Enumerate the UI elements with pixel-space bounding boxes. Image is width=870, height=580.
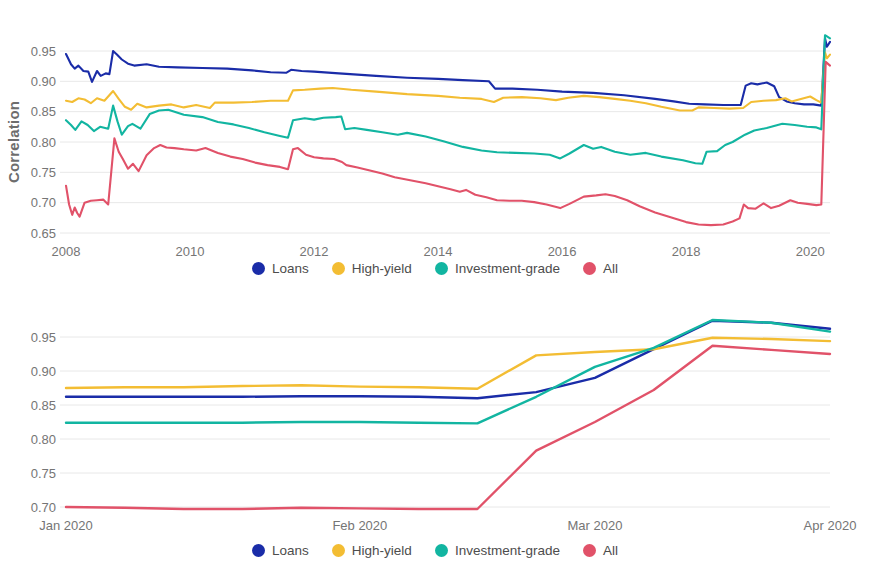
legend-label: All: [603, 543, 618, 558]
investment-grade-line: [66, 320, 830, 423]
y-tick-label: 0.90: [31, 74, 56, 89]
legend-item-loans[interactable]: Loans: [252, 543, 309, 558]
all-line: [66, 346, 830, 509]
x-tick-label: 2008: [52, 244, 81, 259]
y-tick-label: 0.85: [31, 104, 56, 119]
x-tick-label: 2014: [424, 244, 453, 259]
y-tick-label: 0.80: [31, 432, 56, 447]
y-tick-label: 0.95: [31, 330, 56, 345]
loans-line: [66, 38, 830, 105]
all-series-dot-icon: [583, 544, 596, 557]
x-tick-label: Jan 2020: [39, 518, 93, 533]
bottom-chart: 0.70 0.75 0.80 0.85 0.90 0.95 Jan 2020 Feb 2020…: [31, 320, 857, 533]
charts-canvas: 0.65 0.70 0.75 0.80 0.85 0.90 0.95 2008 2010 2012…: [0, 0, 870, 580]
high-yield-series-dot-icon: [332, 544, 345, 557]
x-tick-label: 2012: [300, 244, 329, 259]
y-tick-label: 0.90: [31, 364, 56, 379]
legend-label: Investment-grade: [455, 261, 560, 276]
loans-series-dot-icon: [252, 544, 265, 557]
legend-label: All: [603, 261, 618, 276]
legend-label: High-yield: [352, 543, 412, 558]
investment-grade-series-dot-icon: [435, 262, 448, 275]
x-tick-label: 2018: [672, 244, 701, 259]
legend-item-investment-grade[interactable]: Investment-grade: [435, 261, 560, 276]
x-tick-label: Feb 2020: [332, 518, 387, 533]
investment-grade-line: [66, 35, 830, 164]
x-tick-label: 2020: [796, 244, 825, 259]
legend-item-loans[interactable]: Loans: [252, 261, 309, 276]
loans-series-dot-icon: [252, 262, 265, 275]
legend-label: Loans: [272, 261, 309, 276]
correlation-charts-page: 0.65 0.70 0.75 0.80 0.85 0.90 0.95 2008 2010 2012…: [0, 0, 870, 580]
top-chart-legend: Loans High-yield Investment-grade All: [0, 261, 870, 276]
legend-item-all[interactable]: All: [583, 261, 618, 276]
y-tick-label: 0.65: [31, 226, 56, 241]
y-tick-label: 0.85: [31, 398, 56, 413]
legend-label: Investment-grade: [455, 543, 560, 558]
x-tick-label: 2010: [176, 244, 205, 259]
y-tick-label: 0.70: [31, 500, 56, 515]
x-tick-label: Apr 2020: [804, 518, 857, 533]
y-tick-label: 0.95: [31, 44, 56, 59]
legend-label: High-yield: [352, 261, 412, 276]
legend-item-high-yield[interactable]: High-yield: [332, 261, 412, 276]
legend-label: Loans: [272, 543, 309, 558]
legend-item-investment-grade[interactable]: Investment-grade: [435, 543, 560, 558]
bottom-chart-legend: Loans High-yield Investment-grade All: [0, 543, 870, 558]
all-series-dot-icon: [583, 262, 596, 275]
y-tick-label: 0.70: [31, 195, 56, 210]
y-axis-title-correlation: Correlation: [5, 76, 25, 208]
x-tick-label: Mar 2020: [567, 518, 622, 533]
y-tick-label: 0.75: [31, 466, 56, 481]
legend-item-high-yield[interactable]: High-yield: [332, 543, 412, 558]
investment-grade-series-dot-icon: [435, 544, 448, 557]
y-tick-label: 0.75: [31, 165, 56, 180]
top-chart: 0.65 0.70 0.75 0.80 0.85 0.90 0.95 2008 2010 2012…: [31, 35, 830, 259]
legend-item-all[interactable]: All: [583, 543, 618, 558]
y-tick-label: 0.80: [31, 135, 56, 150]
x-tick-label: 2016: [548, 244, 577, 259]
high-yield-series-dot-icon: [332, 262, 345, 275]
